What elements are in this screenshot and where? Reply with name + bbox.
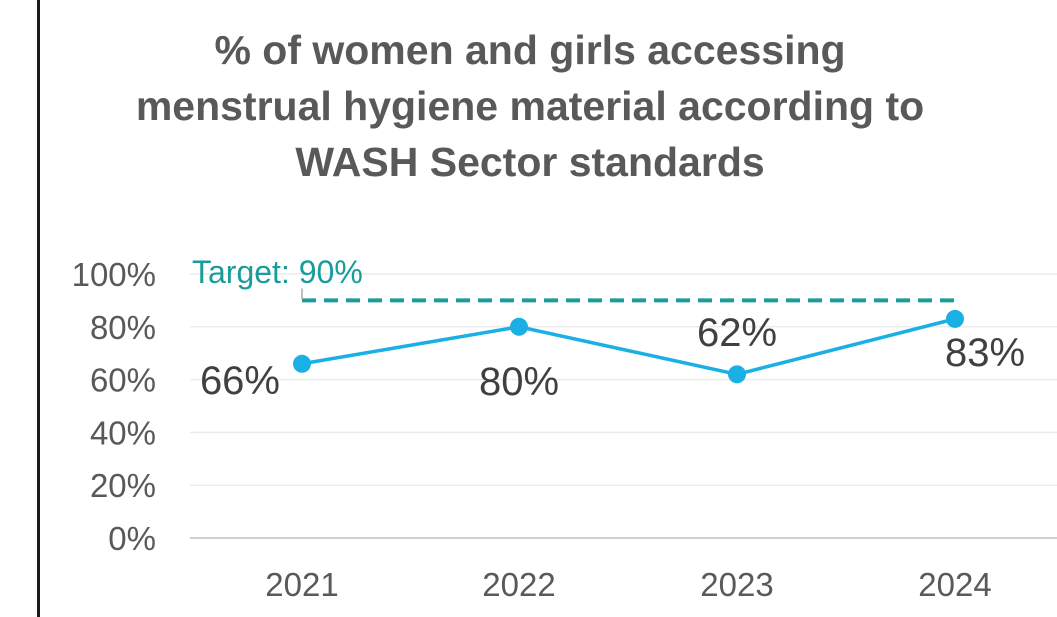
x-axis: 2021 2022 2023 2024 [265, 566, 991, 603]
y-axis: 0% 20% 40% 60% 80% 100% [72, 256, 156, 557]
y-tick-label: 60% [90, 362, 156, 399]
chart-title: % of women and girls accessing menstrual… [135, 27, 925, 185]
grid-lines [190, 273, 1057, 539]
data-labels: 66% 80% 62% 83% [200, 311, 1025, 404]
data-label: 66% [200, 359, 280, 403]
y-tick-label: 100% [72, 256, 156, 293]
y-tick-label: 40% [90, 414, 156, 451]
y-tick-label: 80% [90, 309, 156, 346]
x-tick-label: 2022 [482, 566, 555, 603]
target-group: Target: 90% [192, 254, 955, 303]
target-label: Target: 90% [192, 254, 363, 290]
y-tick-label: 20% [90, 467, 156, 504]
series-group [293, 309, 964, 384]
data-point [510, 317, 528, 336]
x-tick-label: 2024 [918, 566, 991, 603]
left-border-line [37, 0, 40, 617]
data-point [293, 354, 311, 373]
data-point [728, 365, 746, 384]
data-label: 80% [479, 360, 559, 404]
data-label: 83% [945, 331, 1025, 375]
series-line [301, 317, 956, 377]
data-label: 62% [697, 311, 777, 355]
data-point [946, 309, 964, 328]
x-tick-label: 2021 [265, 566, 338, 603]
x-tick-label: 2023 [700, 566, 773, 603]
y-tick-label: 0% [108, 520, 156, 557]
